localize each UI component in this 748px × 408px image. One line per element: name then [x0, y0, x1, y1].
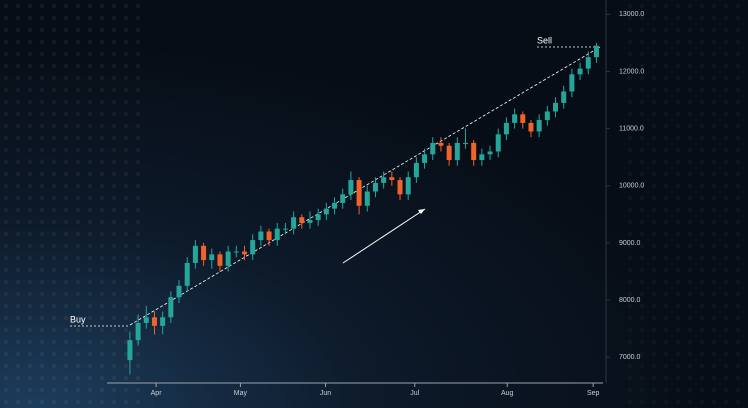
- candle-body: [569, 74, 575, 92]
- candle-body: [143, 317, 149, 323]
- buy-label: Buy: [70, 314, 86, 324]
- trend-line: [129, 46, 601, 326]
- y-tick-label: 8000.0: [619, 297, 641, 304]
- y-tick-label: 9000.0: [619, 240, 641, 247]
- candle-body: [479, 154, 485, 161]
- candle-body: [454, 142, 460, 161]
- arrow: [342, 208, 426, 264]
- candle-body: [503, 122, 509, 135]
- x-tick-label: Jun: [320, 390, 331, 397]
- candle-body: [332, 202, 338, 209]
- candle-body: [405, 177, 411, 195]
- candle-body: [151, 317, 157, 326]
- candle-body: [356, 180, 362, 206]
- candle-body: [209, 254, 215, 261]
- y-tick-label: 13000.0: [619, 11, 644, 18]
- candle-body: [561, 91, 567, 103]
- candle-body: [593, 45, 599, 58]
- candle-body: [266, 231, 272, 241]
- candle-body: [462, 142, 468, 144]
- candle-body: [471, 142, 477, 161]
- candle-body: [372, 182, 378, 192]
- candle-body: [487, 151, 493, 155]
- candle-body: [299, 217, 305, 223]
- candle-body: [160, 317, 166, 326]
- arrow-head: [418, 209, 425, 214]
- candle-body: [536, 120, 542, 132]
- dot-pattern: [620, 0, 748, 408]
- candle-body: [348, 180, 354, 195]
- candle-body: [291, 217, 297, 229]
- y-tick-label: 10000.0: [619, 183, 644, 190]
- x-tick-label: Sep: [587, 390, 600, 397]
- x-tick-label: Aug: [501, 390, 514, 397]
- dot-pattern: [0, 0, 140, 408]
- candle-body: [127, 340, 133, 361]
- candle-body: [381, 177, 387, 183]
- candle-body: [528, 122, 534, 132]
- candle-body: [282, 228, 288, 230]
- candle-body: [364, 191, 370, 206]
- y-tick-label: 12000.0: [619, 68, 644, 75]
- candle-body: [258, 231, 264, 241]
- candle-body: [413, 162, 419, 178]
- y-tick-label: 7000.0: [619, 354, 641, 361]
- candle-body: [176, 285, 182, 298]
- candle-body: [274, 228, 280, 241]
- candle-body: [192, 245, 198, 263]
- plot: 7000.0 8000.0 9000.0 10000.0 11000.0 12000.0 1…: [127, 11, 644, 397]
- candle-body: [340, 194, 346, 203]
- candle-body: [201, 245, 207, 261]
- candle-body: [389, 177, 395, 181]
- candle-body: [585, 57, 591, 69]
- candle-body: [135, 322, 141, 341]
- candle-body: [430, 142, 436, 155]
- candle-body: [217, 254, 223, 266]
- x-tick-label: Jul: [410, 390, 419, 397]
- candle-body: [397, 180, 403, 195]
- candle-body: [233, 251, 239, 253]
- y-tick-label: 11000.0: [619, 125, 644, 132]
- candle-body: [225, 251, 231, 266]
- candle-body: [250, 240, 256, 255]
- sell-label: Sell: [537, 35, 552, 45]
- candle-body: [553, 102, 559, 112]
- candle-body: [495, 134, 501, 152]
- x-tick-label: May: [234, 390, 248, 397]
- candle-body: [512, 114, 518, 123]
- candle-body: [184, 262, 190, 286]
- candle-body: [446, 145, 452, 161]
- candle-body: [307, 220, 313, 223]
- candle-body: [323, 208, 329, 215]
- candle-body: [544, 111, 550, 121]
- candle-body: [577, 68, 583, 75]
- x-tick-label: Apr: [151, 390, 163, 397]
- candle-body: [438, 142, 444, 146]
- candle-body: [315, 214, 321, 221]
- candle-body: [168, 297, 174, 318]
- candle-body: [242, 251, 248, 255]
- candle-body: [422, 154, 428, 163]
- candle-body: [520, 114, 526, 123]
